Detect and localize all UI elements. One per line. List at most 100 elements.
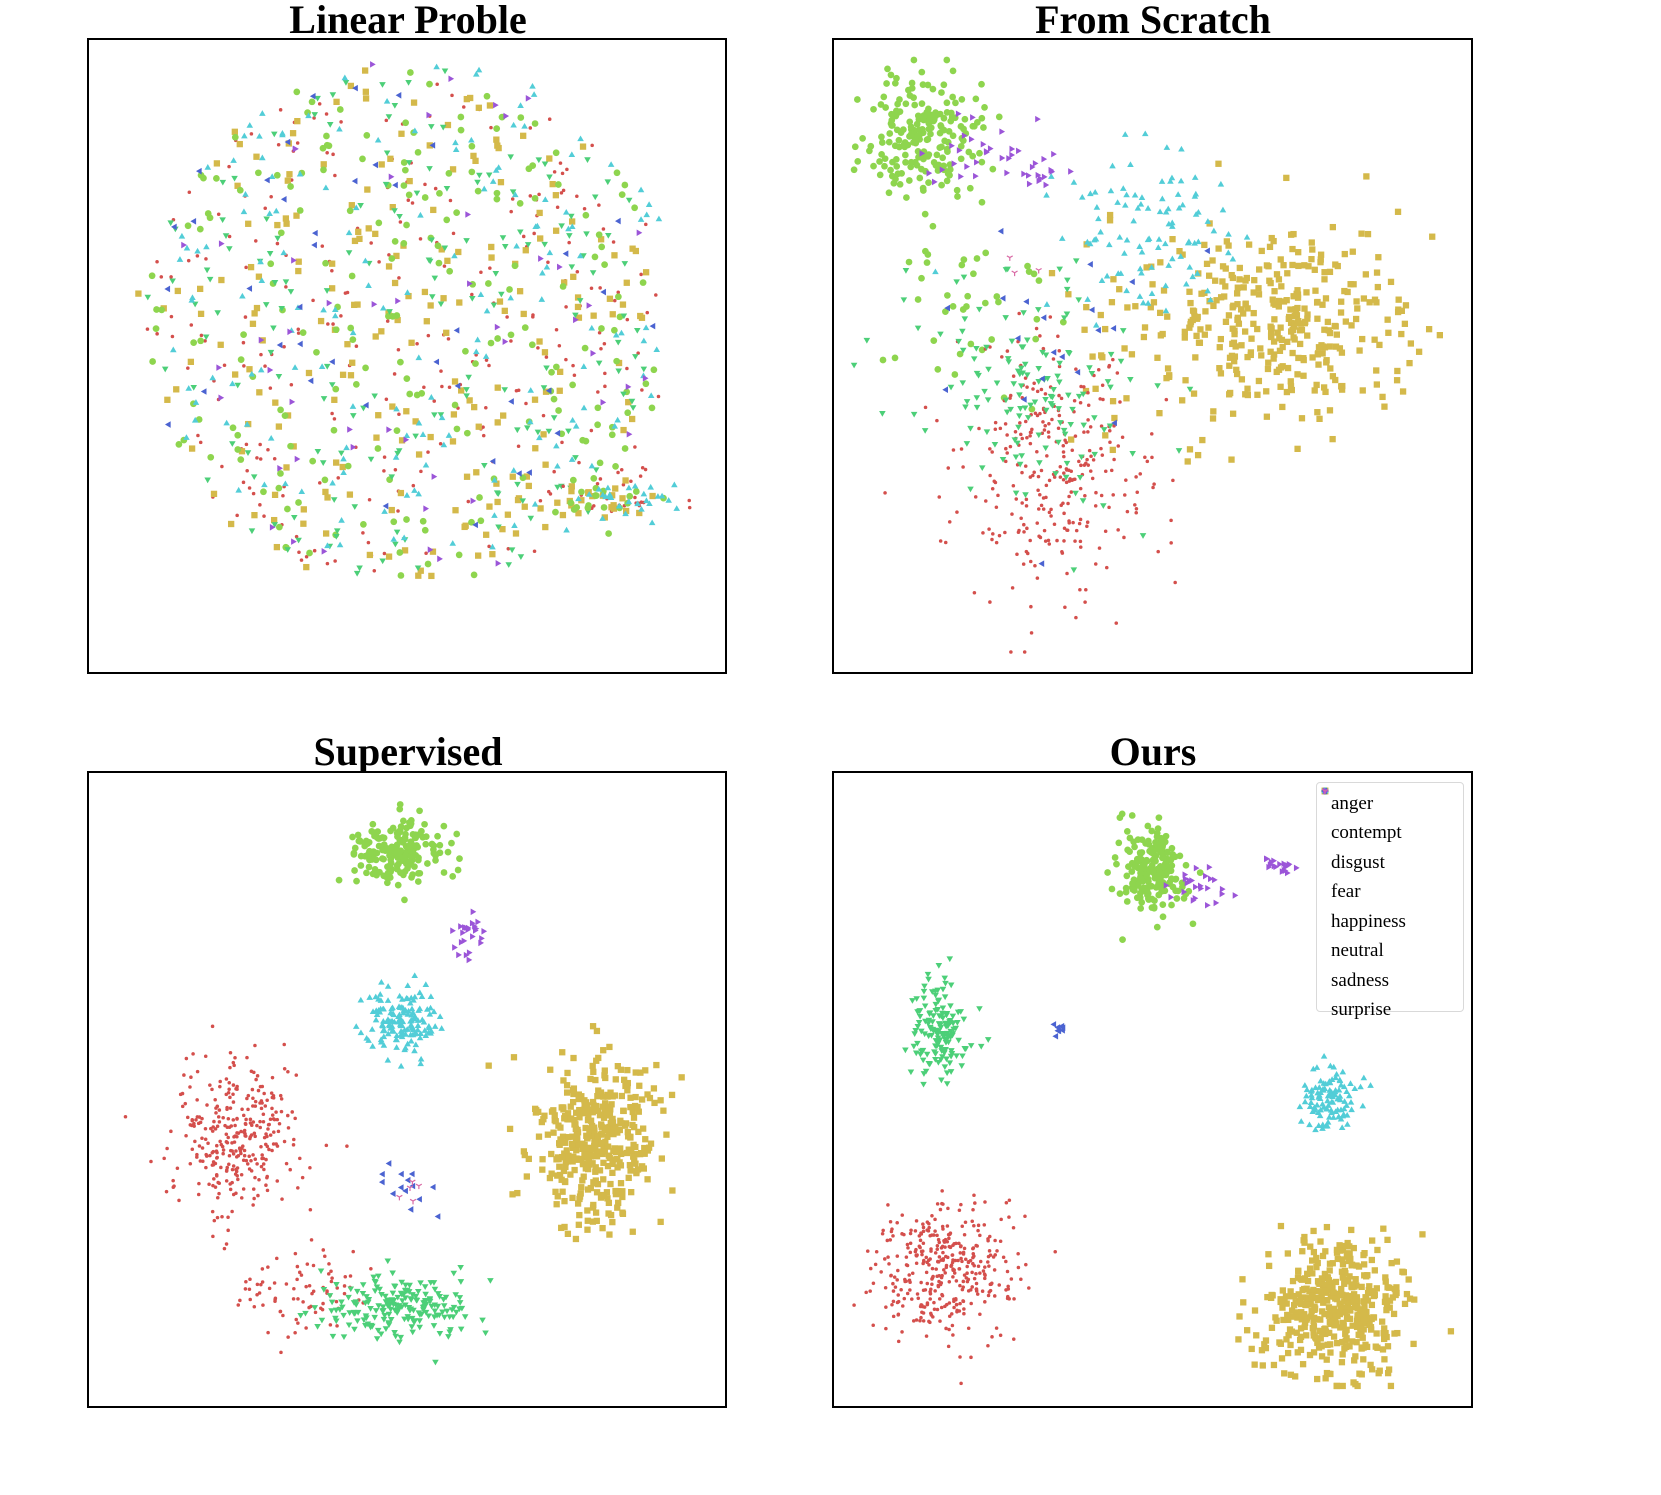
scatter-point-fear xyxy=(943,1056,950,1063)
scatter-point-anger xyxy=(466,499,471,504)
scatter-point-sadness xyxy=(294,455,301,463)
scatter-point-neutral xyxy=(307,377,314,385)
scatter-point-happiness xyxy=(258,277,266,284)
scatter-point-contempt xyxy=(1329,373,1337,380)
scatter-point-fear xyxy=(993,380,1001,387)
scatter-point-contempt xyxy=(1277,324,1284,331)
scatter-point-anger xyxy=(611,240,616,244)
scatter-point-anger xyxy=(882,1257,887,1261)
scatter-point-anger xyxy=(1086,403,1091,408)
scatter-point-contempt xyxy=(1395,296,1402,303)
scatter-point-anger xyxy=(307,1305,311,1310)
scatter-point-anger xyxy=(221,1151,225,1156)
scatter-point-disgust xyxy=(184,222,192,230)
scatter-point-happiness xyxy=(648,519,656,526)
scatter-point-fear xyxy=(431,1286,439,1293)
scatter-point-anger xyxy=(994,1326,999,1330)
scatter-point-anger xyxy=(970,1219,975,1224)
scatter-point-anger xyxy=(990,450,994,454)
scatter-point-contempt xyxy=(1358,1283,1365,1291)
scatter-point-contempt xyxy=(1274,329,1281,336)
scatter-point-anger xyxy=(987,1264,991,1268)
chart-title-linear-probe: Linear Proble xyxy=(289,0,527,42)
scatter-point-contempt xyxy=(536,209,543,217)
scatter-point-contempt xyxy=(557,1136,564,1143)
scatter-point-contempt xyxy=(443,329,450,336)
scatter-point-anger xyxy=(1070,448,1075,453)
scatter-point-disgust xyxy=(397,358,404,366)
scatter-point-contempt xyxy=(1154,354,1161,361)
scatter-point-disgust xyxy=(449,873,457,880)
scatter-point-fear xyxy=(930,1013,937,1019)
scatter-point-anger xyxy=(1088,469,1093,473)
scatter-point-fear xyxy=(371,393,378,400)
scatter-point-fear xyxy=(402,1282,409,1289)
scatter-point-contempt xyxy=(444,257,451,264)
scatter-point-happiness xyxy=(189,294,196,301)
scatter-point-sadness xyxy=(1190,897,1197,904)
scatter-point-anger xyxy=(1019,516,1023,521)
scatter-point-sadness xyxy=(1035,171,1042,179)
scatter-point-contempt xyxy=(1302,318,1309,326)
scatter-point-anger xyxy=(259,1164,264,1169)
scatter-point-contempt xyxy=(632,1143,639,1151)
scatter-point-anger xyxy=(939,1305,944,1310)
scatter-point-fear xyxy=(431,412,438,419)
scatter-point-happiness xyxy=(1078,193,1086,200)
scatter-point-contempt xyxy=(584,1217,591,1224)
scatter-point-happiness xyxy=(646,500,653,506)
scatter-point-happiness xyxy=(266,210,273,217)
scatter-point-anger xyxy=(261,1162,266,1166)
scatter-point-disgust xyxy=(421,820,428,828)
scatter-point-contempt xyxy=(1233,370,1241,378)
scatter-point-happiness xyxy=(412,1041,420,1048)
scatter-point-anger xyxy=(234,1191,238,1195)
scatter-point-anger xyxy=(222,1246,227,1251)
scatter-point-fear xyxy=(568,264,576,271)
scatter-point-disgust xyxy=(197,171,205,179)
scatter-point-disgust xyxy=(1126,848,1133,856)
scatter-point-happiness xyxy=(1136,265,1144,272)
scatter-point-fear xyxy=(271,279,279,286)
scatter-point-anger xyxy=(278,1309,283,1314)
scatter-point-neutral xyxy=(378,1178,385,1186)
scatter-point-disgust xyxy=(454,866,462,874)
scatter-point-disgust xyxy=(421,526,429,534)
scatter-point-disgust xyxy=(1138,898,1146,906)
scatter-point-anger xyxy=(920,1252,924,1257)
scatter-point-anger xyxy=(210,1024,215,1029)
scatter-point-disgust xyxy=(1035,277,1043,284)
scatter-point-fear xyxy=(463,238,470,244)
scatter-point-anger xyxy=(1048,315,1053,319)
scatter-point-contempt xyxy=(1192,354,1199,361)
scatter-point-fear xyxy=(231,175,238,182)
scatter-point-fear xyxy=(340,1334,348,1340)
scatter-point-anger xyxy=(279,1350,283,1355)
scatter-point-disgust xyxy=(906,92,914,99)
scatter-point-fear xyxy=(326,1293,334,1299)
scatter-point-anger xyxy=(297,1270,302,1275)
scatter-point-anger xyxy=(1007,1198,1012,1202)
scatter-point-fear xyxy=(492,271,500,277)
scatter-point-sadness xyxy=(1193,864,1200,872)
scatter-point-fear xyxy=(267,349,275,356)
scatter-point-happiness xyxy=(1156,208,1164,215)
scatter-point-anger xyxy=(984,499,988,503)
scatter-point-fear xyxy=(409,1292,416,1298)
scatter-point-contempt xyxy=(1156,410,1163,417)
scatter-point-anger xyxy=(262,1167,266,1172)
scatter-point-fear xyxy=(367,1322,375,1329)
scatter-point-contempt xyxy=(1083,304,1090,311)
scatter-point-fear xyxy=(397,1334,405,1341)
scatter-point-neutral xyxy=(1095,326,1101,334)
scatter-point-contempt xyxy=(582,1108,589,1116)
scatter-point-disgust xyxy=(972,95,980,103)
scatter-point-contempt xyxy=(234,182,241,189)
scatter-point-happiness xyxy=(349,403,357,409)
scatter-point-anger xyxy=(1111,357,1115,362)
scatter-point-anger xyxy=(228,1065,232,1070)
scatter-point-contempt xyxy=(602,1074,609,1082)
scatter-point-sadness xyxy=(269,523,276,531)
scatter-point-contempt xyxy=(579,1160,587,1168)
scatter-point-disgust xyxy=(973,255,981,262)
